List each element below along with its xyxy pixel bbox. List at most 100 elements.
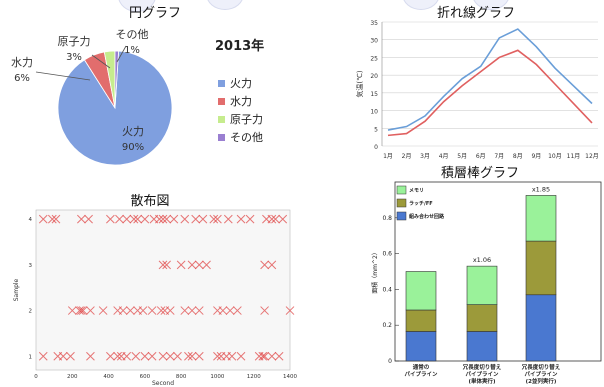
scatter-point <box>194 306 204 315</box>
legend-label: その他 <box>230 131 263 144</box>
scatter-point <box>180 214 190 224</box>
line-x-tick: 7月 <box>494 153 504 160</box>
scatter-point <box>278 214 288 224</box>
stacked-bar-panel: 積層棒グラフ 0 0.2 0.4 0.6 0.8 面積（mm^2） 通常の パイプライン x1.… <box>365 162 604 387</box>
scatter-point <box>86 351 95 361</box>
line-series <box>387 49 593 137</box>
legend-label: 水力 <box>230 95 252 108</box>
stacked-x-tick: (2並列実行) <box>526 377 557 385</box>
scatter-point <box>66 351 75 361</box>
stacked-x-tick: (単体実行) <box>468 377 496 385</box>
pie-year-label: 2013年 <box>215 38 264 54</box>
scatter-point <box>122 351 132 361</box>
scatter-point <box>180 306 190 315</box>
line-series <box>387 28 593 131</box>
scatter-point <box>194 351 204 361</box>
scatter-point <box>267 214 277 224</box>
scatter-point <box>267 351 277 361</box>
scatter-point <box>176 260 186 270</box>
legend-swatch <box>218 98 225 105</box>
stacked-bar-ratio-label: x1.85 <box>532 185 550 193</box>
line-x-tick: 10月 <box>548 153 562 160</box>
scatter-point <box>184 351 193 361</box>
scatter-point <box>133 214 142 224</box>
legend-label: 原子力 <box>230 113 263 126</box>
legend-swatch <box>396 211 407 221</box>
scatter-point <box>187 351 197 361</box>
scatter-chart-panel: 散布図 0 200 400 600 800 1000 1200 1400 1 2 3 4 Second S… <box>0 190 300 387</box>
scatter-point <box>131 351 141 361</box>
stacked-bar-segment <box>466 265 498 305</box>
pie-chart-title: 円グラフ <box>128 6 181 21</box>
scatter-point <box>213 214 222 224</box>
scatter-point <box>115 214 124 224</box>
stacked-bar-segment <box>525 240 557 296</box>
scatter-point <box>38 214 48 224</box>
scatter-y-tick: 3 <box>29 263 33 269</box>
scatter-point <box>158 214 168 224</box>
pie-slice-label: 原子力 <box>58 35 91 48</box>
scatter-point <box>274 351 284 361</box>
scatter-point <box>47 214 57 224</box>
legend-swatch <box>396 185 407 195</box>
stacked-bar-segment <box>405 271 437 311</box>
line-x-tick: 1月 <box>383 153 393 160</box>
stacked-x-tick: 通常の <box>413 363 430 371</box>
scatter-point <box>51 214 61 224</box>
scatter-x-tick: 1200 <box>247 374 261 380</box>
stacked-bar-segment <box>525 195 557 242</box>
scatter-x-tick: 800 <box>176 374 187 380</box>
scatter-point <box>67 306 77 315</box>
line-y-tick: 15 <box>370 91 378 98</box>
scatter-point <box>129 214 139 224</box>
scatter-point <box>158 260 168 270</box>
scatter-point <box>77 306 86 315</box>
stacked-x-tick: 冗長度切り替え <box>462 363 502 371</box>
scatter-point <box>158 351 168 361</box>
stacked-y-tick: 0.2 <box>382 322 392 329</box>
scatter-x-tick: 1400 <box>283 374 297 380</box>
scatter-point <box>106 214 115 224</box>
legend-swatch <box>218 80 225 87</box>
pie-slice-percent: 6% <box>14 73 30 84</box>
scatter-point <box>169 214 179 224</box>
line-x-tick: 6月 <box>476 153 486 160</box>
scatter-point <box>58 351 68 361</box>
scatter-point <box>147 306 157 315</box>
stacked-bar-title: 積層棒グラフ <box>440 166 519 181</box>
line-y-tick: 5 <box>374 126 378 133</box>
line-x-tick: 2月 <box>402 153 412 160</box>
line-x-tick: 9月 <box>531 153 541 160</box>
scatter-point <box>285 306 295 315</box>
stacked-bar-ratio-label: x1.06 <box>473 256 491 264</box>
scatter-x-tick: 400 <box>103 374 114 380</box>
scatter-point <box>156 306 166 315</box>
scatter-y-tick: 2 <box>29 309 33 315</box>
line-y-tick: 30 <box>370 38 378 45</box>
scatter-x-label: Second <box>152 380 174 387</box>
scatter-point <box>260 351 269 361</box>
scatter-x-tick: 200 <box>67 374 78 380</box>
line-x-tick: 3月 <box>420 153 430 160</box>
scatter-point <box>147 351 157 361</box>
stacked-bar-segment <box>405 331 437 362</box>
scatter-point <box>213 351 222 361</box>
pie-slice-label: その他 <box>116 28 149 41</box>
scatter-point <box>38 351 48 361</box>
scatter-point <box>78 306 88 315</box>
legend-swatch <box>396 198 407 208</box>
scatter-point <box>122 214 132 224</box>
pie-slice-label: 火力 <box>122 125 144 138</box>
scatter-point <box>209 214 219 224</box>
scatter-point <box>118 306 128 315</box>
stacked-x-tick: パイプライン <box>404 370 438 378</box>
scatter-point <box>218 306 228 315</box>
line-x-tick: 4月 <box>439 153 449 160</box>
scatter-x-tick: 0 <box>34 374 38 380</box>
scatter-chart: 0 200 400 600 800 1000 1200 1400 1 2 3 4 Second Sampl… <box>13 209 297 387</box>
scatter-y-tick: 4 <box>29 217 33 223</box>
legend-swatch <box>218 116 225 123</box>
scatter-point <box>113 351 122 361</box>
pie-leader-line <box>35 71 91 81</box>
pie-leader-line <box>91 54 111 69</box>
